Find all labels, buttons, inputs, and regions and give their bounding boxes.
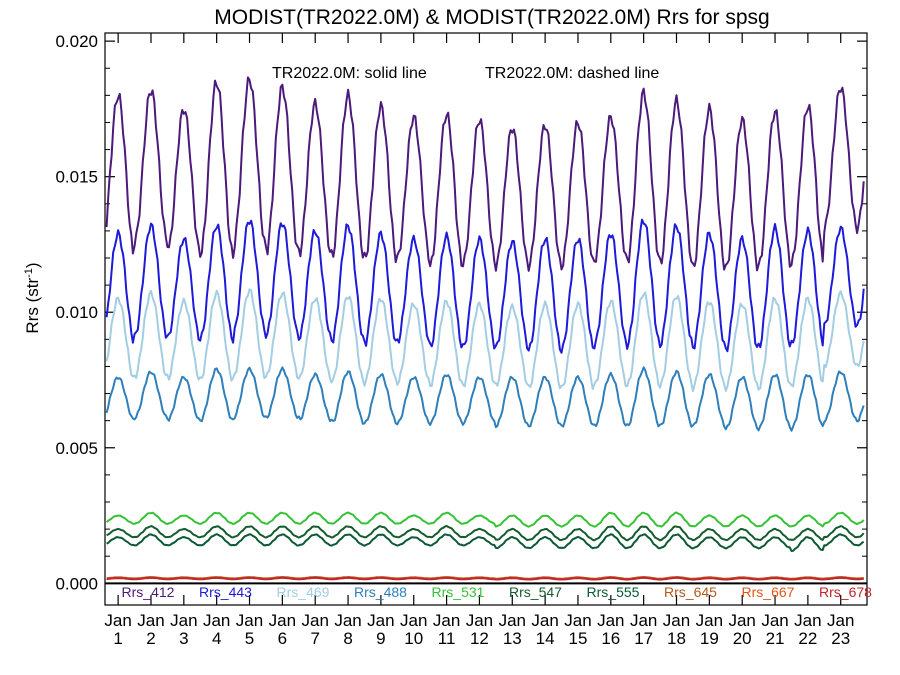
x-tick-label-year: 18 bbox=[667, 629, 686, 648]
y-tick-label: 0.010 bbox=[55, 303, 98, 322]
x-tick-label-month: Jan bbox=[400, 611, 427, 630]
legend-entry-rrs-555: Rrs_555 bbox=[587, 584, 640, 600]
x-tick-label-month: Jan bbox=[170, 611, 197, 630]
y-axis-label: Rrs (str-1) bbox=[23, 262, 42, 333]
x-tick-label-month: Jan bbox=[301, 611, 328, 630]
series-line-rrs-488 bbox=[105, 366, 865, 432]
x-tick-label-year: 16 bbox=[601, 629, 620, 648]
legend-entry-rrs-469: Rrs_469 bbox=[277, 584, 330, 600]
subtitle-dashed: TR2022.0M: dashed line bbox=[485, 65, 659, 82]
y-tick-label: 0.000 bbox=[55, 574, 98, 593]
y-axis: 0.000 0.005 0.010 0.015 0.020 bbox=[55, 32, 867, 593]
x-tick-label-year: 11 bbox=[438, 629, 456, 648]
x-tick-label-month: Jan bbox=[827, 611, 854, 630]
x-tick-label-year: 15 bbox=[569, 629, 588, 648]
x-tick-label-month: Jan bbox=[203, 611, 230, 630]
x-tick-label-year: 12 bbox=[470, 629, 489, 648]
legend-entry-rrs-645: Rrs_645 bbox=[664, 584, 717, 600]
legend-entry-rrs-443: Rrs_443 bbox=[199, 584, 252, 600]
legend-entry-rrs-678: Rrs_678 bbox=[819, 584, 872, 600]
legend-entry-rrs-412: Rrs_412 bbox=[122, 584, 175, 600]
x-tick-label-month: Jan bbox=[104, 611, 131, 630]
x-tick-label-year: 17 bbox=[634, 629, 653, 648]
x-tick-label-month: Jan bbox=[630, 611, 657, 630]
x-tick-label-month: Jan bbox=[433, 611, 460, 630]
series-line-rrs-412 bbox=[105, 76, 865, 272]
y-axis-label-main: Rrs (str bbox=[23, 278, 42, 334]
x-tick-label-year: 23 bbox=[831, 629, 850, 648]
series-line-rrs-555 bbox=[106, 533, 865, 552]
legend-entry-rrs-531: Rrs_531 bbox=[432, 584, 485, 600]
x-tick-label-year: 7 bbox=[310, 629, 319, 648]
x-tick-label-year: 1 bbox=[113, 629, 122, 648]
series-line-rrs-678 bbox=[106, 576, 864, 581]
x-tick-label-year: 8 bbox=[343, 629, 352, 648]
plot-frame bbox=[104, 32, 868, 606]
x-tick-label-month: Jan bbox=[597, 611, 624, 630]
x-tick-label-year: 3 bbox=[179, 629, 188, 648]
x-tick-label-month: Jan bbox=[466, 611, 493, 630]
x-tick-label-year: 13 bbox=[503, 629, 522, 648]
x-tick-label-year: 20 bbox=[733, 629, 752, 648]
x-tick-label-month: Jan bbox=[236, 611, 263, 630]
x-tick-label-year: 10 bbox=[404, 629, 423, 648]
legend-entry-rrs-667: Rrs_667 bbox=[742, 584, 795, 600]
x-tick-label-month: Jan bbox=[499, 611, 526, 630]
series-line-rrs-531 bbox=[105, 511, 865, 528]
legend-entry-rrs-547: Rrs_547 bbox=[509, 584, 562, 600]
svg-text:Rrs (str-1): Rrs (str-1) bbox=[23, 262, 42, 333]
x-tick-label-month: Jan bbox=[696, 611, 723, 630]
x-tick-label-year: 5 bbox=[245, 629, 254, 648]
y-axis-label-exponent: -1 bbox=[23, 268, 35, 278]
y-tick-label: 0.005 bbox=[55, 439, 98, 458]
series-line-rrs-469 bbox=[105, 288, 865, 393]
x-tick-label-month: Jan bbox=[663, 611, 690, 630]
x-tick-label-month: Jan bbox=[137, 611, 164, 630]
x-tick-label-month: Jan bbox=[269, 611, 296, 630]
series-lines bbox=[105, 76, 865, 581]
x-axis: Jan1Jan2Jan3Jan4Jan5Jan6Jan7Jan8Jan9Jan1… bbox=[104, 33, 854, 648]
x-tick-label-year: 21 bbox=[766, 629, 785, 648]
x-tick-label-year: 19 bbox=[700, 629, 719, 648]
series-line-rrs-443 bbox=[105, 218, 865, 354]
x-tick-label-year: 14 bbox=[536, 629, 555, 648]
x-tick-label-month: Jan bbox=[367, 611, 394, 630]
x-tick-label-year: 9 bbox=[376, 629, 385, 648]
y-tick-label: 0.020 bbox=[55, 32, 98, 51]
chart-title: MODIST(TR2022.0M) & MODIST(TR2022.0M) Rr… bbox=[214, 6, 769, 29]
x-tick-label-year: 22 bbox=[798, 629, 817, 648]
x-tick-label-year: 2 bbox=[146, 629, 155, 648]
x-tick-label-month: Jan bbox=[531, 611, 558, 630]
x-tick-label-month: Jan bbox=[794, 611, 821, 630]
legend: Rrs_412 Rrs_443 Rrs_469 Rrs_488 Rrs_531 Rrs_5… bbox=[122, 584, 873, 600]
y-axis-label-close: ) bbox=[23, 262, 42, 268]
x-tick-label-month: Jan bbox=[564, 611, 591, 630]
series-line-rrs-547 bbox=[106, 525, 865, 542]
y-tick-label: 0.015 bbox=[55, 168, 98, 187]
legend-entry-rrs-488: Rrs_488 bbox=[354, 584, 407, 600]
x-tick-label-month: Jan bbox=[761, 611, 788, 630]
x-tick-label-month: Jan bbox=[728, 611, 755, 630]
x-tick-label-year: 4 bbox=[212, 629, 221, 648]
x-tick-label-month: Jan bbox=[334, 611, 361, 630]
subtitle-solid: TR2022.0M: solid line bbox=[272, 65, 427, 82]
x-tick-label-year: 6 bbox=[278, 629, 287, 648]
